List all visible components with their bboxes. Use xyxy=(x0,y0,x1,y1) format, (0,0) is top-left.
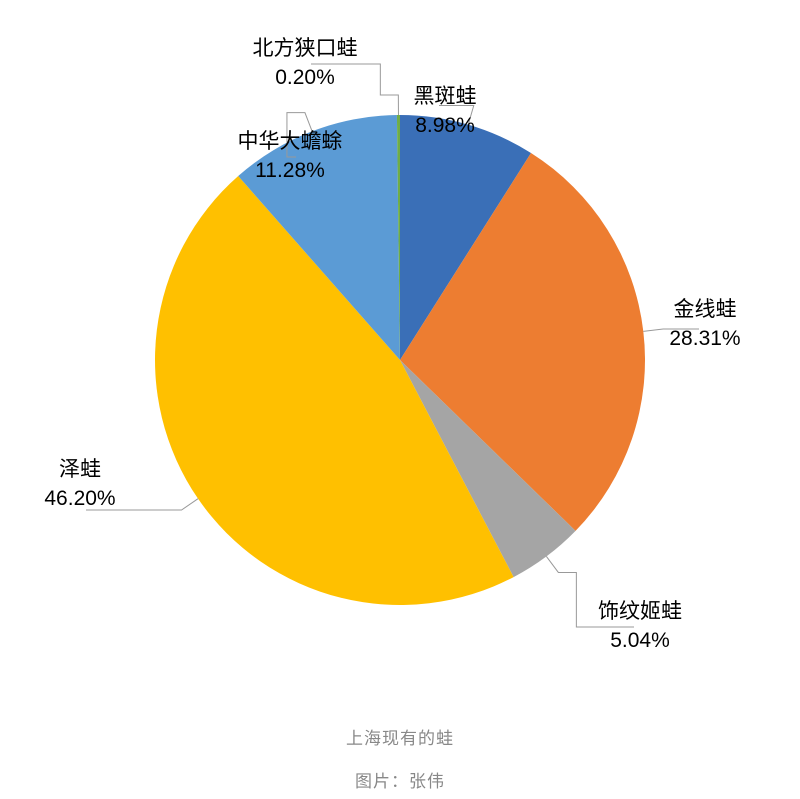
slice-name: 北方狭口蛙 xyxy=(235,34,375,63)
slice-value: 28.31% xyxy=(635,324,775,353)
slice-label-zewa: 泽蛙46.20% xyxy=(10,455,150,514)
slice-name: 泽蛙 xyxy=(10,455,150,484)
slice-name: 饰纹姬蛙 xyxy=(570,597,710,626)
slice-value: 5.04% xyxy=(570,626,710,655)
slice-label-heibanwa: 黑斑蛙8.98% xyxy=(375,82,515,141)
chart-title: 上海现有的蛙 xyxy=(0,724,800,749)
slice-name: 金线蛙 xyxy=(635,295,775,324)
slice-value: 11.28% xyxy=(220,156,360,185)
slice-value: 46.20% xyxy=(10,484,150,513)
slice-label-zhonghuadachanchu: 中华大蟾蜍11.28% xyxy=(220,127,360,186)
slice-name: 中华大蟾蜍 xyxy=(220,127,360,156)
slice-value: 0.20% xyxy=(235,63,375,92)
slice-label-jinxianwa: 金线蛙28.31% xyxy=(635,295,775,354)
slice-name: 黑斑蛙 xyxy=(375,82,515,111)
caption-area: 上海现有的蛙 图片：张伟 xyxy=(0,720,800,792)
slice-label-beifangxiakouwa: 北方狭口蛙0.20% xyxy=(235,34,375,93)
slice-value: 8.98% xyxy=(375,111,515,140)
chart-credit: 图片：张伟 xyxy=(0,767,800,792)
pie-chart-container: 黑斑蛙8.98% 金线蛙28.31% 饰纹姬蛙5.04% 泽蛙46.20% 中华大蟾蜍1… xyxy=(0,0,800,720)
slice-label-shiwenjiwa: 饰纹姬蛙5.04% xyxy=(570,597,710,656)
